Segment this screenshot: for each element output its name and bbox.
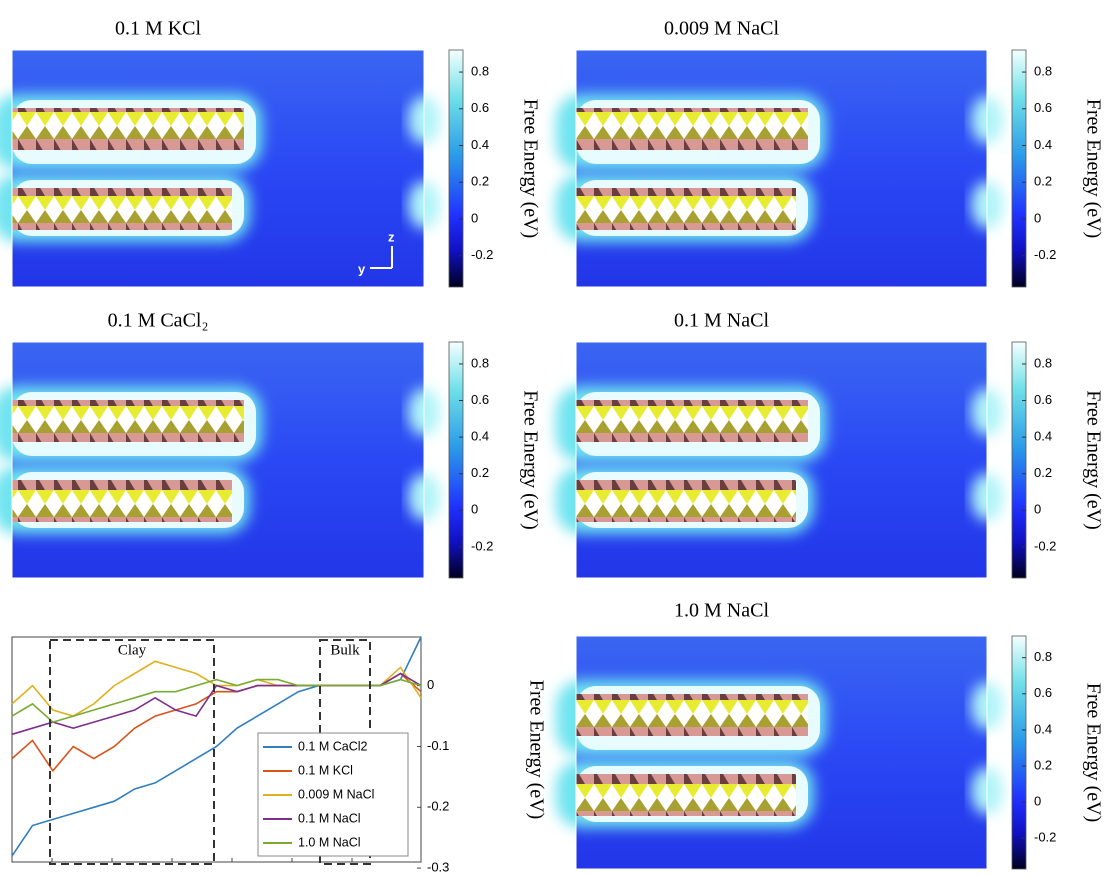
colorbar-tick-label: -0.2 [471,247,493,262]
colorbar-tick-label: 0.8 [1034,355,1052,370]
colorbar [448,49,464,288]
colorbar-tick-label: 0.4 [1034,721,1052,736]
series-line [11,678,422,723]
colorbar-tick-label: 0.2 [1034,174,1052,189]
colorbar [448,341,464,579]
legend-label: 0.009 M NaCl [298,787,374,801]
panel-title: 0.1 M NaCl [674,310,769,332]
heatmap-frame [575,341,988,579]
colorbar-tick-label: 0.2 [1034,465,1052,480]
colorbar-tick-label: 0.2 [471,465,489,480]
colorbar-tick-label: 0.6 [1034,100,1052,115]
heatmap-frame [11,341,425,579]
clay-slab [576,480,796,522]
legend-label: 0.1 M NaCl [298,811,361,825]
clay-slab [12,480,232,522]
axis-z: z [388,229,395,244]
legend-label: 0.1 M CaCl2 [298,739,368,753]
y-tick-label: -0.3 [427,860,449,875]
colorbar-tick-label: 0.8 [471,355,489,370]
legend-label: 1.0 M NaCl [298,835,361,849]
legend-label: 0.1 M KCl [298,763,353,777]
colorbar-tick-label: 0.8 [1034,649,1052,664]
colorbar-tick-label: -0.2 [471,538,493,553]
colorbar-tick-label: 0.4 [1034,429,1052,444]
region-label: Bulk [330,642,360,658]
colorbar-tick-label: 0.2 [1034,757,1052,772]
colorbar-tick-label: 0.4 [471,429,489,444]
heatmap-frame [575,49,988,288]
colorbar-label: Free Energy (eV) [1082,99,1104,239]
colorbar-label: Free Energy (eV) [1082,390,1104,530]
clay-slab [576,188,796,230]
y-axis-label: Free Energy (eV) [525,680,547,820]
colorbar-tick-label: -0.2 [1034,538,1056,553]
colorbar-label: Free Energy (eV) [519,99,541,239]
heatmap [0,341,440,579]
y-tick-label: -0.2 [427,799,449,814]
colorbar-tick-label: 0.6 [1034,392,1052,407]
colorbar-tick-label: 0.8 [471,63,489,78]
colorbar [1011,635,1027,870]
heatmap-frame [575,635,988,870]
colorbar-tick-label: -0.2 [1034,830,1056,845]
colorbar-tick-label: 0 [1034,794,1041,809]
panel-title: 0.1 M KCl [115,18,202,40]
region-label: Clay [118,642,147,658]
colorbar-tick-label: 0.8 [1034,63,1052,78]
panel-title: 0.009 M NaCl [664,18,779,40]
colorbar-tick-label: 0.4 [471,137,489,152]
colorbar [1011,49,1027,288]
clay-slab [12,188,232,230]
axis-arrows [370,246,393,269]
clay-slab [576,400,808,442]
colorbar [1011,341,1027,579]
heatmap [0,49,440,288]
colorbar-tick-label: 0 [471,502,478,517]
heatmap [556,341,1003,579]
heatmap [556,49,1003,288]
region-box [49,639,215,865]
colorbar-tick-label: 0.6 [471,100,489,115]
colorbar-label: Free Energy (eV) [1082,683,1104,823]
clay-slab [576,108,808,150]
colorbar-tick-label: 0.4 [1034,137,1052,152]
y-tick-label: 0 [427,677,434,692]
colorbar-tick-label: -0.2 [1034,247,1056,262]
colorbar-tick-label: 0.6 [471,392,489,407]
panel-title: 0.1 M CaCl₂ [108,310,209,332]
colorbar-tick-label: 0 [1034,210,1041,225]
y-tick-label: -0.1 [427,738,449,753]
clay-slab [576,774,796,816]
colorbar-tick-label: 0.6 [1034,685,1052,700]
heatmap-frame [11,49,425,288]
clay-slab [12,108,244,150]
colorbar-label: Free Energy (eV) [519,390,541,530]
clay-slab [12,400,244,442]
colorbar-tick-label: 0.2 [471,174,489,189]
panel-title: 1.0 M NaCl [674,600,769,622]
heatmap [556,635,1003,870]
colorbar-tick-label: 0 [1034,502,1041,517]
colorbar-tick-label: 0 [471,210,478,225]
clay-slab [576,694,808,736]
axis-y: y [358,261,366,276]
